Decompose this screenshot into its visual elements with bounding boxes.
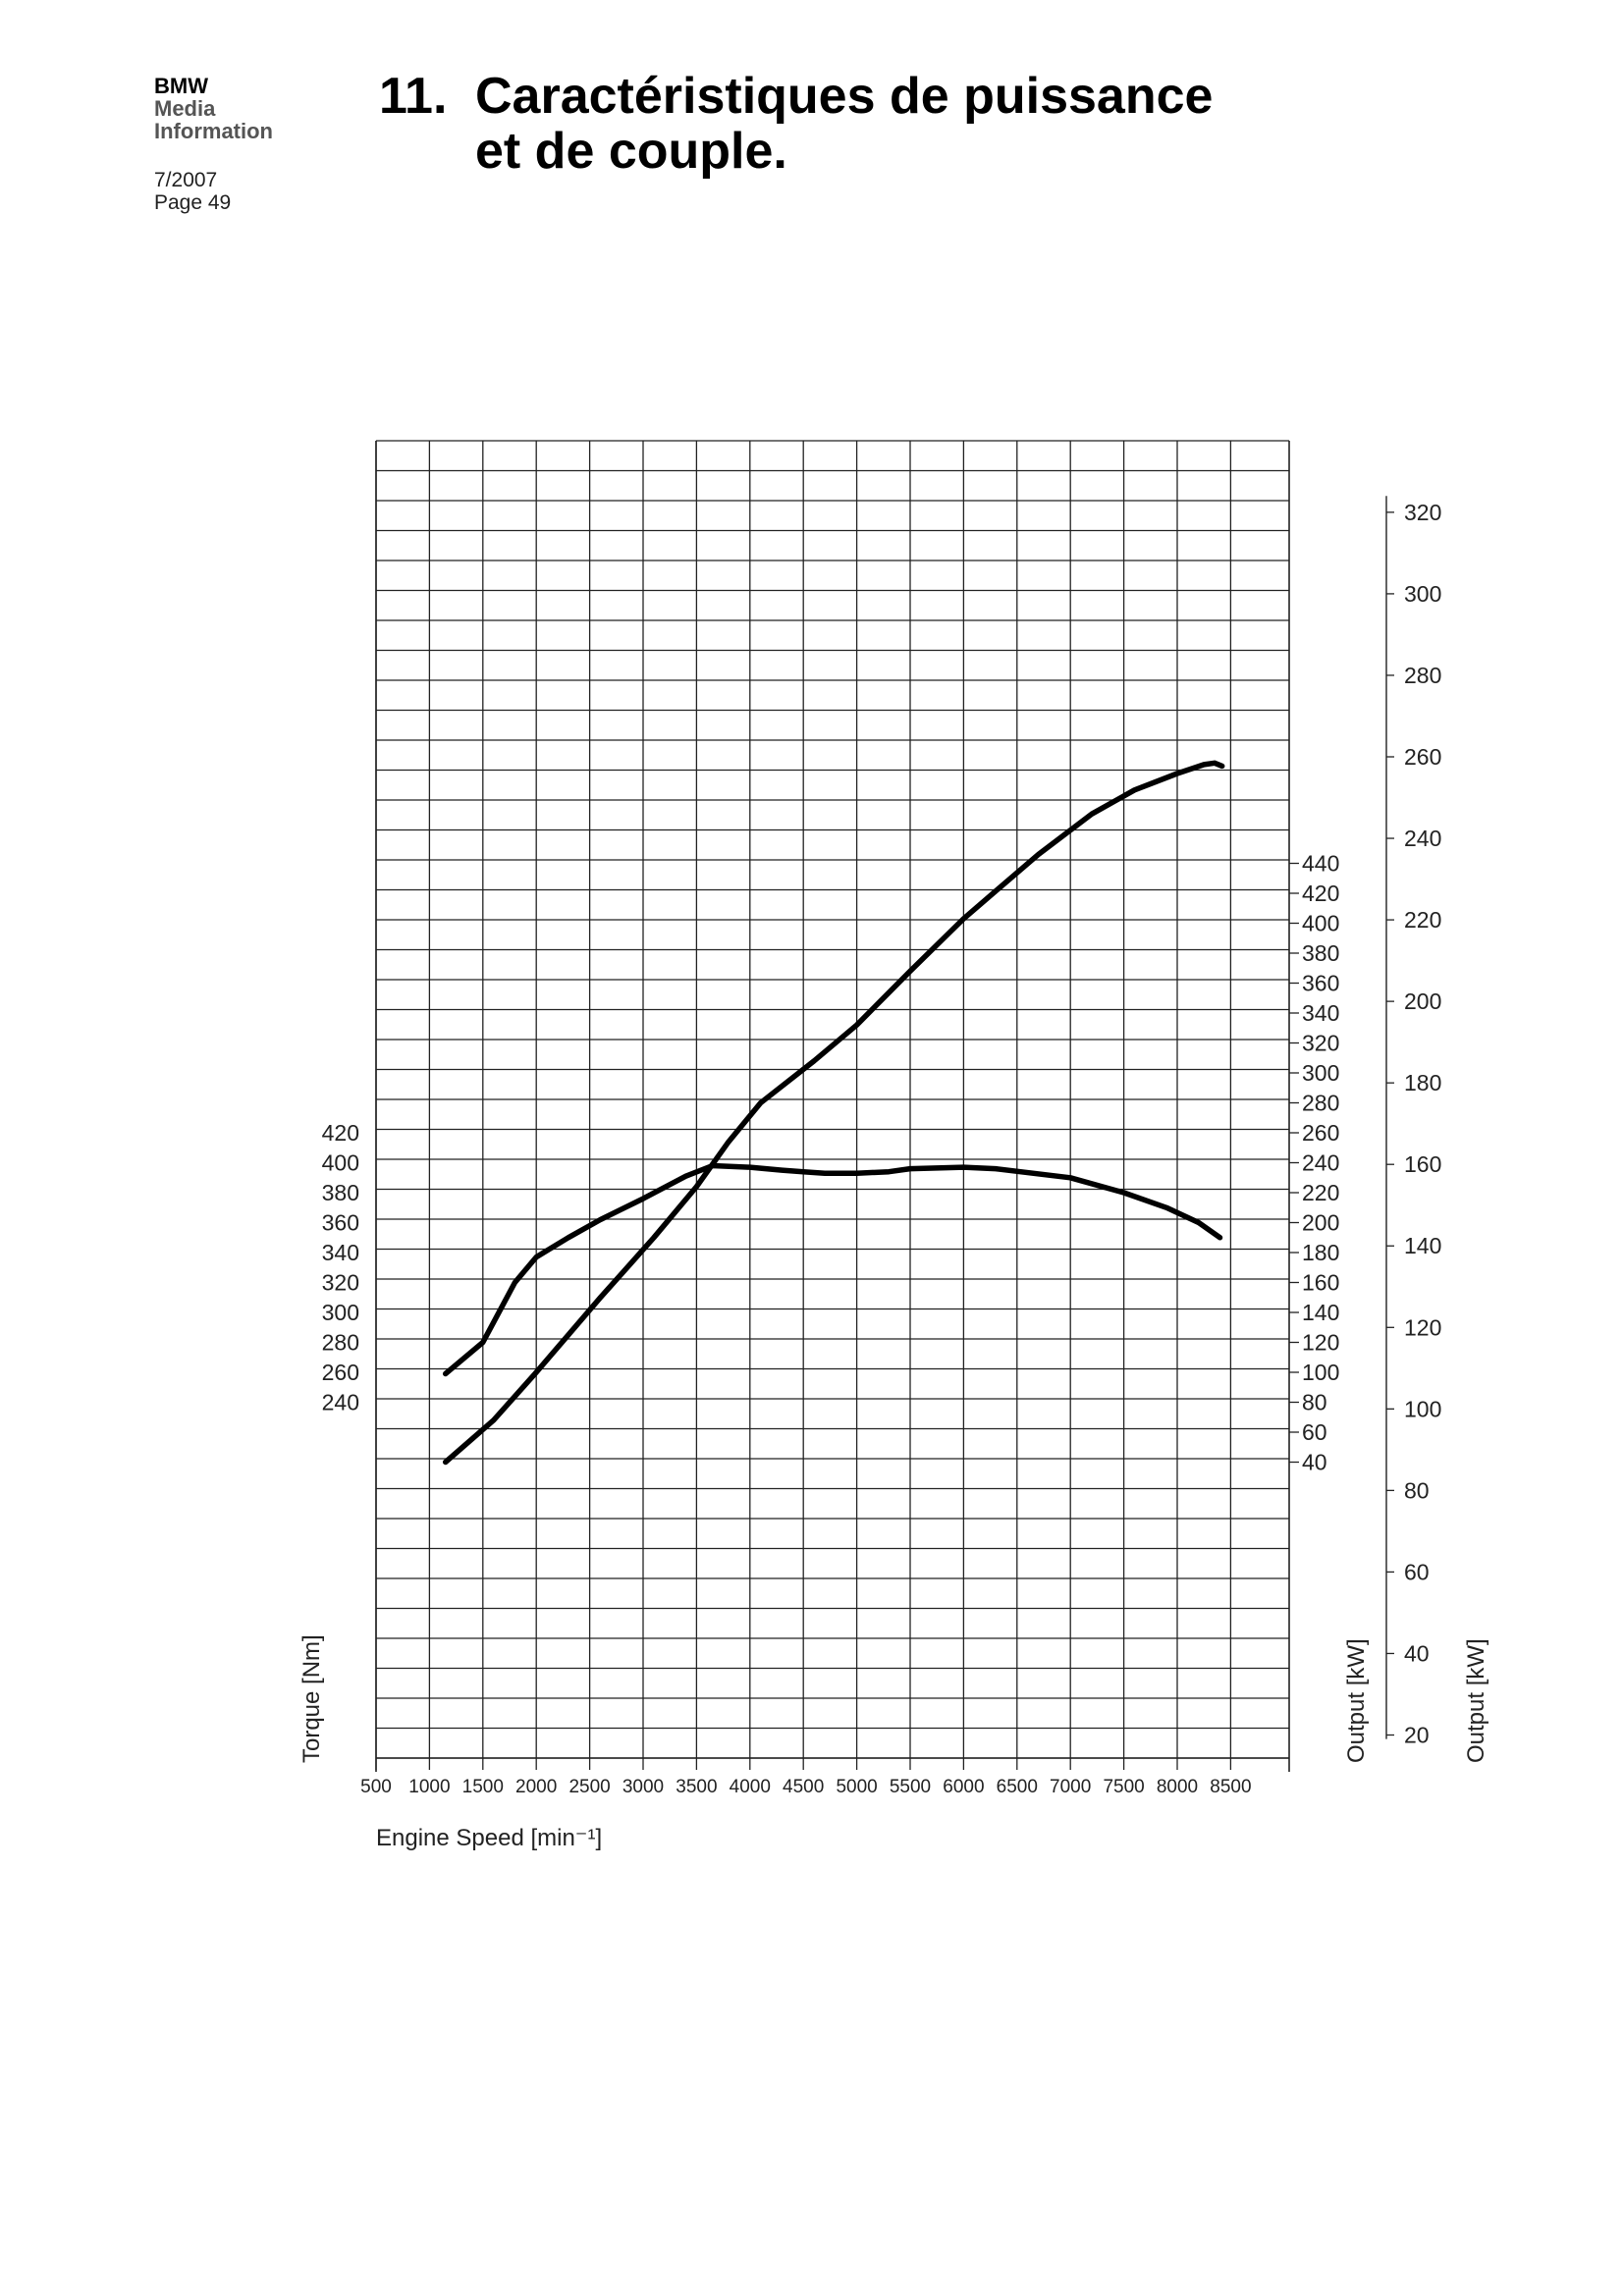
page-title: Caractéristiques de puissance et de coup…	[475, 69, 1213, 179]
torque-tick-label: 260	[322, 1360, 359, 1385]
torque-tick-label: 340	[322, 1240, 359, 1265]
x-tick-label: 2000	[515, 1777, 557, 1797]
right-tick-label: 280	[1404, 663, 1441, 688]
right-tick-label: 60	[1404, 1559, 1430, 1584]
right-tick-label: 320	[1404, 500, 1441, 525]
mid-tick-label: 60	[1302, 1419, 1327, 1445]
x-tick-label: 7500	[1103, 1777, 1144, 1797]
page-number: Page 49	[154, 191, 232, 214]
mid-tick-label: 140	[1302, 1300, 1339, 1325]
torque-axis-label: Torque [Nm]	[298, 1634, 325, 1763]
section-number: 11.	[379, 68, 448, 125]
right-tick-label: 260	[1404, 744, 1441, 770]
mid-tick-label: 180	[1302, 1240, 1339, 1265]
right-tick-label: 40	[1404, 1640, 1430, 1666]
x-tick-label: 6000	[943, 1777, 984, 1797]
x-tick-label: 4500	[783, 1777, 824, 1797]
torque-tick-label: 380	[322, 1180, 359, 1205]
mid-tick-label: 440	[1302, 851, 1339, 877]
torque-tick-label: 420	[322, 1120, 359, 1146]
mid-tick-label: 240	[1302, 1150, 1339, 1176]
right-tick-label: 160	[1404, 1151, 1441, 1177]
x-tick-label: 3000	[622, 1777, 664, 1797]
brand-line-information: Information	[154, 119, 273, 143]
x-tick-label: 6500	[997, 1777, 1038, 1797]
brand-line-bmw: BMW	[154, 74, 208, 98]
x-tick-label: 7000	[1050, 1777, 1091, 1797]
mid-tick-label: 360	[1302, 971, 1339, 996]
page-title-line2: et de couple.	[475, 123, 787, 180]
x-tick-label: 1000	[408, 1777, 450, 1797]
torque-tick-label: 240	[322, 1390, 359, 1415]
torque-curve	[442, 1162, 1223, 1377]
x-tick-label: 5000	[836, 1777, 877, 1797]
x-tick-label: 4000	[730, 1777, 771, 1797]
mid-tick-label: 340	[1302, 1000, 1339, 1026]
right-tick-label: 220	[1404, 907, 1441, 933]
right-tick-label: 80	[1404, 1477, 1430, 1503]
x-tick-label: 5500	[890, 1777, 931, 1797]
x-tick-label: 8000	[1157, 1777, 1198, 1797]
brand-block: BMW Media Information	[154, 75, 273, 142]
chart-series	[442, 760, 1225, 1466]
chart-frame	[375, 441, 1387, 1772]
mid-tick-label: 400	[1302, 911, 1339, 936]
right-tick-label: 20	[1404, 1723, 1430, 1748]
mid-tick-label: 100	[1302, 1360, 1339, 1385]
mid-tick-label: 220	[1302, 1180, 1339, 1205]
mid-tick-label: 380	[1302, 940, 1339, 966]
x-axis-label: Engine Speed [min⁻¹]	[376, 1825, 602, 1851]
output-mid-axis-ticks: 40 60 80 100 120 140 160 180 200 220 240 260 280 300 3…	[1289, 851, 1339, 1475]
document-meta: 7/2007 Page 49	[154, 169, 231, 214]
torque-tick-label: 320	[322, 1270, 359, 1296]
x-tick-label: 500	[360, 1777, 392, 1797]
torque-tick-label: 280	[322, 1330, 359, 1356]
output-right-axis-label: Output [kW]	[1463, 1638, 1489, 1763]
torque-axis-ticks: 240 260 280 300 320 340 360 380 400 420	[322, 1120, 359, 1415]
mid-tick-label: 420	[1302, 881, 1339, 906]
mid-tick-label: 120	[1302, 1330, 1339, 1356]
torque-tick-label: 360	[322, 1210, 359, 1236]
power-curve	[442, 760, 1225, 1466]
right-tick-label: 140	[1404, 1233, 1441, 1258]
mid-tick-label: 300	[1302, 1060, 1339, 1086]
right-tick-label: 200	[1404, 988, 1441, 1014]
document-date: 7/2007	[154, 169, 218, 191]
torque-tick-label: 300	[322, 1300, 359, 1325]
mid-tick-label: 80	[1302, 1390, 1327, 1415]
x-tick-label: 2500	[568, 1777, 610, 1797]
output-mid-axis-label: Output [kW]	[1343, 1638, 1370, 1763]
right-tick-label: 100	[1404, 1396, 1441, 1421]
x-tick-label: 8500	[1210, 1777, 1251, 1797]
mid-tick-label: 160	[1302, 1270, 1339, 1296]
mid-tick-label: 320	[1302, 1031, 1339, 1056]
right-tick-label: 240	[1404, 826, 1441, 851]
right-tick-label: 120	[1404, 1314, 1441, 1340]
output-right-axis-ticks: 20 40 60 80 100 120 140 160 180 200 220 240 260 280 30…	[1386, 500, 1441, 1748]
brand-line-media: Media	[154, 96, 216, 121]
right-tick-label: 180	[1404, 1070, 1441, 1095]
page-title-line1: Caractéristiques de puissance	[475, 68, 1214, 125]
right-tick-label: 300	[1404, 581, 1441, 607]
mid-tick-label: 40	[1302, 1450, 1327, 1475]
torque-tick-label: 400	[322, 1150, 359, 1176]
mid-tick-label: 200	[1302, 1210, 1339, 1236]
mid-tick-label: 260	[1302, 1120, 1339, 1146]
mid-tick-label: 280	[1302, 1091, 1339, 1116]
x-axis-ticks: 500 1000 1500 2000 2500 3000 3500 4000 4500 5000 5…	[360, 1758, 1252, 1797]
chart-grid	[375, 440, 1289, 1759]
x-tick-label: 1500	[462, 1777, 504, 1797]
x-tick-label: 3500	[676, 1777, 717, 1797]
